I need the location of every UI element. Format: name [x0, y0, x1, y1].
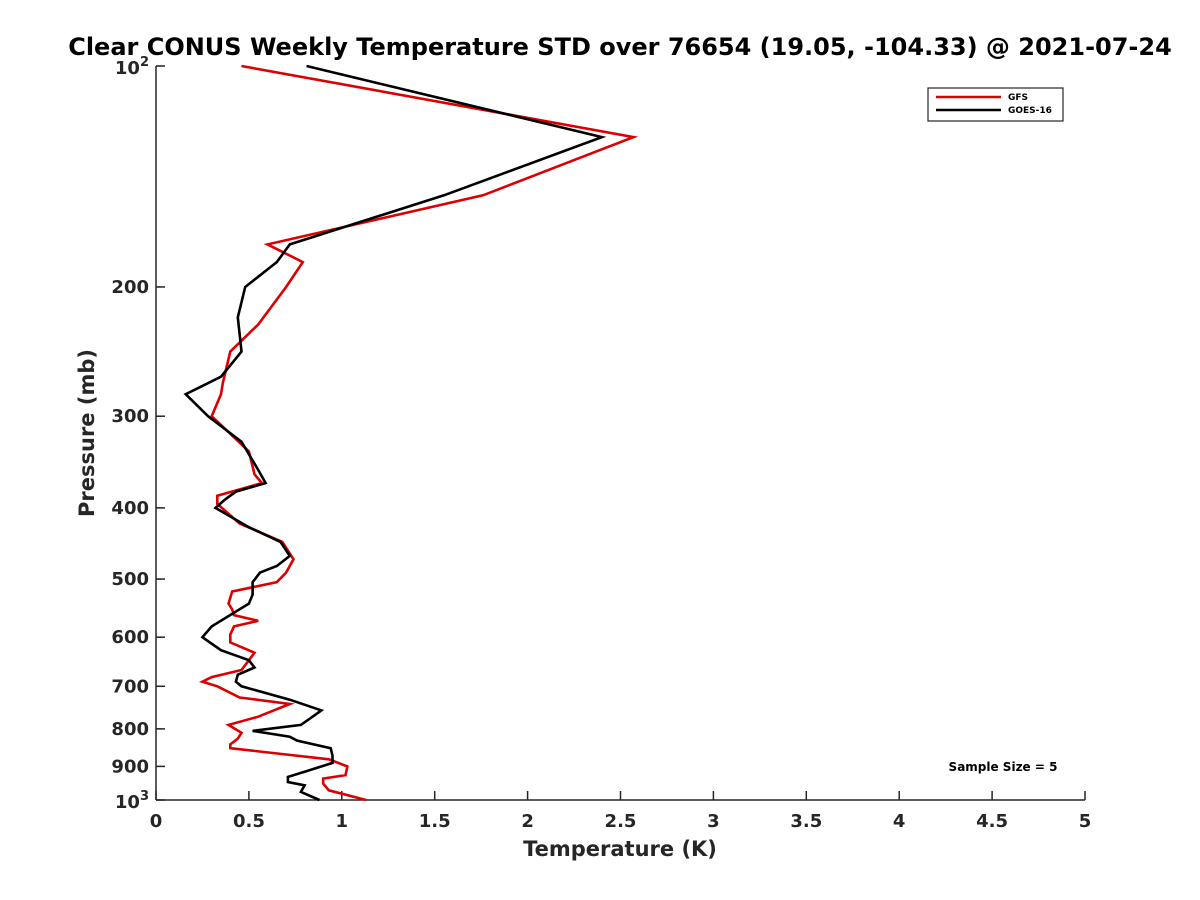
y-axis-label: Pressure (mb) [75, 349, 99, 517]
legend-label-gfs: GFS [1008, 93, 1028, 103]
series-layer [183, 64, 639, 802]
y-tick-label: 400 [111, 498, 149, 519]
x-tick-label: 2 [521, 811, 534, 832]
x-tick-label: 3 [707, 811, 720, 832]
y-tick-label: 600 [111, 627, 149, 648]
y-tick-label-power: 102 [115, 55, 149, 79]
y-tick-label: 700 [111, 676, 149, 697]
y-tick-label: 900 [111, 756, 149, 777]
x-axis-label: Temperature (K) [523, 837, 717, 861]
series-line-goes-16 [183, 64, 607, 802]
legend-box [927, 87, 1064, 122]
y-tick-label-power: 103 [115, 789, 149, 813]
chart-title: Clear CONUS Weekly Temperature STD over … [68, 33, 1172, 61]
y-tick-label: 200 [111, 277, 149, 298]
x-tick-label: 2.5 [605, 811, 637, 832]
y-tick-label: 300 [111, 406, 149, 427]
legend: GFS GOES-16 [927, 87, 1064, 122]
x-tick-label: 1 [336, 811, 349, 832]
x-tick-label: 1.5 [419, 811, 451, 832]
x-tick-label: 0.5 [233, 811, 265, 832]
x-tick-label: 5 [1079, 811, 1092, 832]
legend-label-goes-16: GOES-16 [1008, 106, 1052, 116]
x-tick-label: 3.5 [790, 811, 822, 832]
y-tick-label: 500 [111, 569, 149, 590]
x-tick-label: 4.5 [976, 811, 1008, 832]
x-tick-label: 4 [893, 811, 906, 832]
x-tick-label: 0 [150, 811, 163, 832]
series-line-gfs [198, 64, 639, 802]
sample-size-annotation: Sample Size = 5 [949, 760, 1058, 774]
y-tick-label: 800 [111, 719, 149, 740]
axes: 0 0.5 1 1.5 2 2.5 3 3.5 4 4.5 5 200 300 400 500 600 700 8… [111, 55, 1091, 832]
